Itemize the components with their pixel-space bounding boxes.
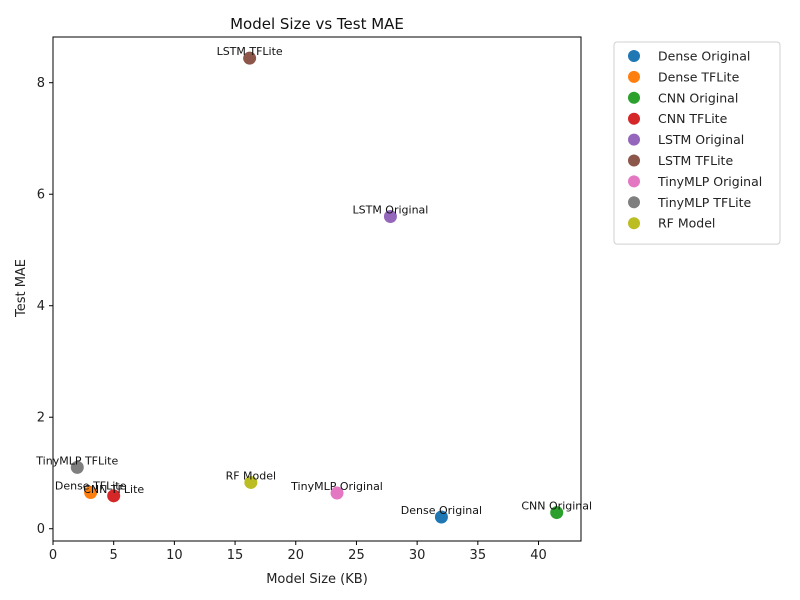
y-axis-label: Test MAE <box>14 259 29 318</box>
plot-frame <box>52 36 582 542</box>
data-point <box>244 475 258 489</box>
data-point <box>550 506 564 520</box>
x-tick-label: 15 <box>227 548 244 563</box>
x-tick-label: 20 <box>287 548 304 563</box>
data-point <box>84 485 98 499</box>
y-tick-label: 8 <box>37 76 45 91</box>
x-tick-label: 0 <box>49 548 57 563</box>
legend-marker <box>628 70 640 83</box>
legend-entry: RF Model <box>658 216 715 231</box>
point-label: Dense Original <box>401 504 482 517</box>
legend-marker <box>628 175 640 188</box>
point-label: TinyMLP TFLite <box>35 454 118 467</box>
plot-area: 0 5 10 15 20 25 30 35 40 0 2 4 6 8 Dense Original Dense… <box>35 36 592 563</box>
legend-entry: Dense TFLite <box>658 69 740 84</box>
data-point <box>70 460 84 474</box>
legend-marker <box>628 91 640 104</box>
point-label: RF Model <box>226 469 277 482</box>
y-tick-label: 0 <box>37 522 45 537</box>
x-tick-label: 30 <box>409 548 426 563</box>
data-point <box>107 489 121 503</box>
legend-entry: LSTM Original <box>658 132 744 147</box>
legend-entry: CNN TFLite <box>658 111 728 126</box>
y-tick-label: 2 <box>37 411 45 426</box>
point-label: TinyMLP Original <box>290 480 383 493</box>
legend-marker <box>628 50 640 62</box>
x-tick-label: 5 <box>110 548 118 563</box>
legend-entry: LSTM TFLite <box>658 153 733 168</box>
point-label: LSTM TFLite <box>217 45 283 58</box>
x-tick-label: 25 <box>348 548 365 563</box>
point-label: Dense TFLite <box>55 479 127 492</box>
x-axis-label: Model Size (KB) <box>266 572 368 587</box>
data-point <box>243 51 257 65</box>
legend-frame <box>613 41 781 245</box>
y-tick-label: 4 <box>37 299 45 314</box>
data-point <box>434 510 448 524</box>
x-tick-label: 10 <box>166 548 183 563</box>
legend-entry: TinyMLP TFLite <box>657 195 751 210</box>
legend-marker <box>628 133 640 146</box>
data-point <box>383 210 397 224</box>
chart-title: Model Size vs Test MAE <box>230 15 404 33</box>
y-tick-label: 6 <box>37 188 45 203</box>
data-point <box>330 486 344 500</box>
legend-marker <box>628 112 640 125</box>
legend-marker <box>628 196 640 209</box>
legend: Dense Original Dense TFLite CNN Original CN… <box>613 41 781 245</box>
x-tick-label: 35 <box>470 548 487 563</box>
x-tick-label: 40 <box>530 548 547 563</box>
legend-marker <box>628 154 640 167</box>
point-label: LSTM Original <box>352 204 428 217</box>
point-label: CNN Original <box>521 500 592 513</box>
legend-entry: Dense Original <box>658 49 750 64</box>
legend-entry: CNN Original <box>658 90 738 105</box>
legend-marker <box>628 217 640 230</box>
legend-entry: TinyMLP Original <box>657 174 762 189</box>
point-label: CNN TFLite <box>83 483 144 496</box>
